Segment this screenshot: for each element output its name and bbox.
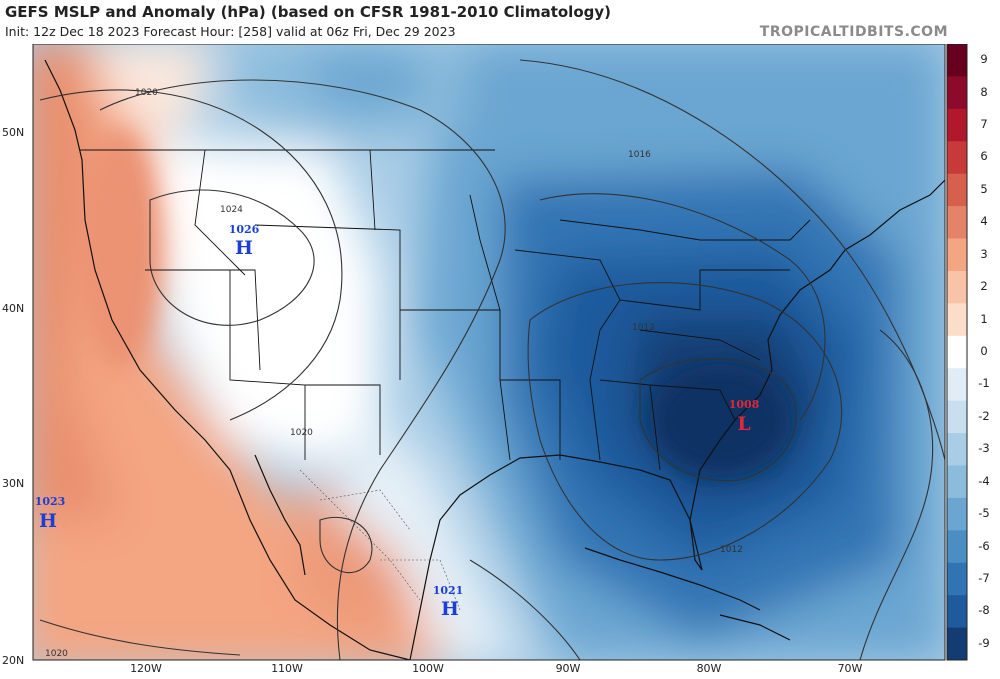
pressure-center-value: 1023 — [35, 495, 66, 508]
chart-title: GEFS MSLP and Anomaly (hPa) (based on CF… — [5, 3, 611, 21]
colorbar-segment — [947, 530, 967, 564]
longitude-label: 80W — [696, 662, 722, 675]
colorbar-segment — [947, 562, 967, 596]
isobars — [39, 59, 945, 660]
mexico-states — [299, 469, 461, 611]
colorbar-segment — [947, 400, 967, 434]
colorbar-label: -9 — [978, 635, 990, 650]
longitude-label: 100W — [412, 662, 444, 675]
pressure-center-group: 1026 H 1008 L 1023 H 1021 H — [35, 223, 760, 620]
isobar-label: 1020 — [290, 428, 313, 438]
colorbar-segment — [947, 627, 967, 661]
colorbar-label: -7 — [978, 570, 990, 585]
colorbar-frame — [946, 44, 968, 661]
colorbar-label: 8 — [980, 84, 988, 99]
latitude-label: 40N — [2, 302, 25, 315]
pressure-center-value: 1008 — [729, 398, 760, 411]
colorbar-segment — [947, 44, 967, 77]
chart-subtitle: Init: 12z Dec 18 2023 Forecast Hour: [25… — [5, 24, 456, 39]
longitude-label: 120W — [130, 662, 162, 675]
colorbar-label: 3 — [980, 246, 988, 261]
isobar-label: 1012 — [632, 323, 655, 333]
colorbar-label: -5 — [978, 506, 990, 521]
high-pressure-symbol: H — [441, 598, 459, 620]
colorbar-label: 6 — [980, 149, 988, 164]
high-pressure-symbol: H — [39, 510, 57, 532]
colorbar-segment — [947, 433, 967, 466]
isobar-label: 1024 — [220, 205, 243, 215]
colorbar-segment — [947, 141, 967, 175]
colorbar-label: 1 — [980, 311, 988, 326]
coastlines — [44, 59, 945, 660]
colorbar-segment — [947, 335, 967, 369]
brand-watermark: TROPICALTIDBITS.COM — [759, 24, 948, 40]
colorbar-label: -3 — [978, 441, 990, 456]
colorbar-segment — [947, 303, 967, 337]
colorbar-label: -6 — [978, 538, 990, 553]
pressure-center-value: 1026 — [229, 223, 260, 236]
map-frame — [32, 44, 946, 661]
low-pressure-symbol: L — [737, 413, 750, 435]
isobar-label: 1020 — [135, 88, 158, 98]
colorbar — [947, 44, 967, 661]
latitude-label: 20N — [2, 654, 25, 667]
latitude-label: 30N — [2, 477, 25, 490]
colorbar-label: -8 — [978, 603, 990, 618]
isobar-label: 1016 — [628, 150, 651, 160]
colorbar-label: 2 — [980, 279, 988, 294]
colorbar-label: -1 — [978, 376, 990, 391]
colorbar-segment — [947, 206, 967, 240]
colorbar-segment — [947, 173, 967, 207]
longitude-label: 90W — [555, 662, 581, 675]
anomaly-field — [33, 44, 945, 660]
high-pressure-symbol: H — [235, 237, 253, 259]
colorbar-label: 9 — [980, 52, 988, 67]
header: GEFS MSLP and Anomaly (hPa) (based on CF… — [0, 0, 1000, 44]
isobar-label: 1020 — [45, 649, 68, 659]
colorbar-segment — [947, 595, 967, 629]
colorbar-label: -2 — [978, 408, 990, 423]
colorbar-segment — [947, 270, 967, 304]
colorbar-segment — [947, 76, 967, 110]
colorbar-label: 7 — [980, 117, 988, 132]
colorbar-label: 0 — [980, 344, 988, 358]
colorbar-label: -4 — [978, 473, 990, 488]
longitude-label: 70W — [837, 662, 863, 675]
colorbar-segment — [947, 108, 967, 142]
colorbar-label: 4 — [980, 214, 988, 229]
isobar-label-group: 1020 1024 1016 1012 1020 1012 1020 — [45, 88, 743, 659]
isobar-label: 1012 — [720, 545, 743, 555]
state-borders — [80, 149, 811, 471]
colorbar-label: 5 — [980, 181, 988, 196]
pressure-center-value: 1021 — [433, 584, 464, 597]
mslp-anomaly-map: 1020 1024 1016 1012 1020 1012 1020 1026 … — [32, 44, 968, 661]
colorbar-segment — [947, 368, 967, 402]
colorbar-segment — [947, 465, 967, 499]
colorbar-segment — [947, 497, 967, 531]
colorbar-segment — [947, 238, 967, 272]
latitude-label: 50N — [2, 126, 25, 139]
longitude-label: 110W — [271, 662, 303, 675]
